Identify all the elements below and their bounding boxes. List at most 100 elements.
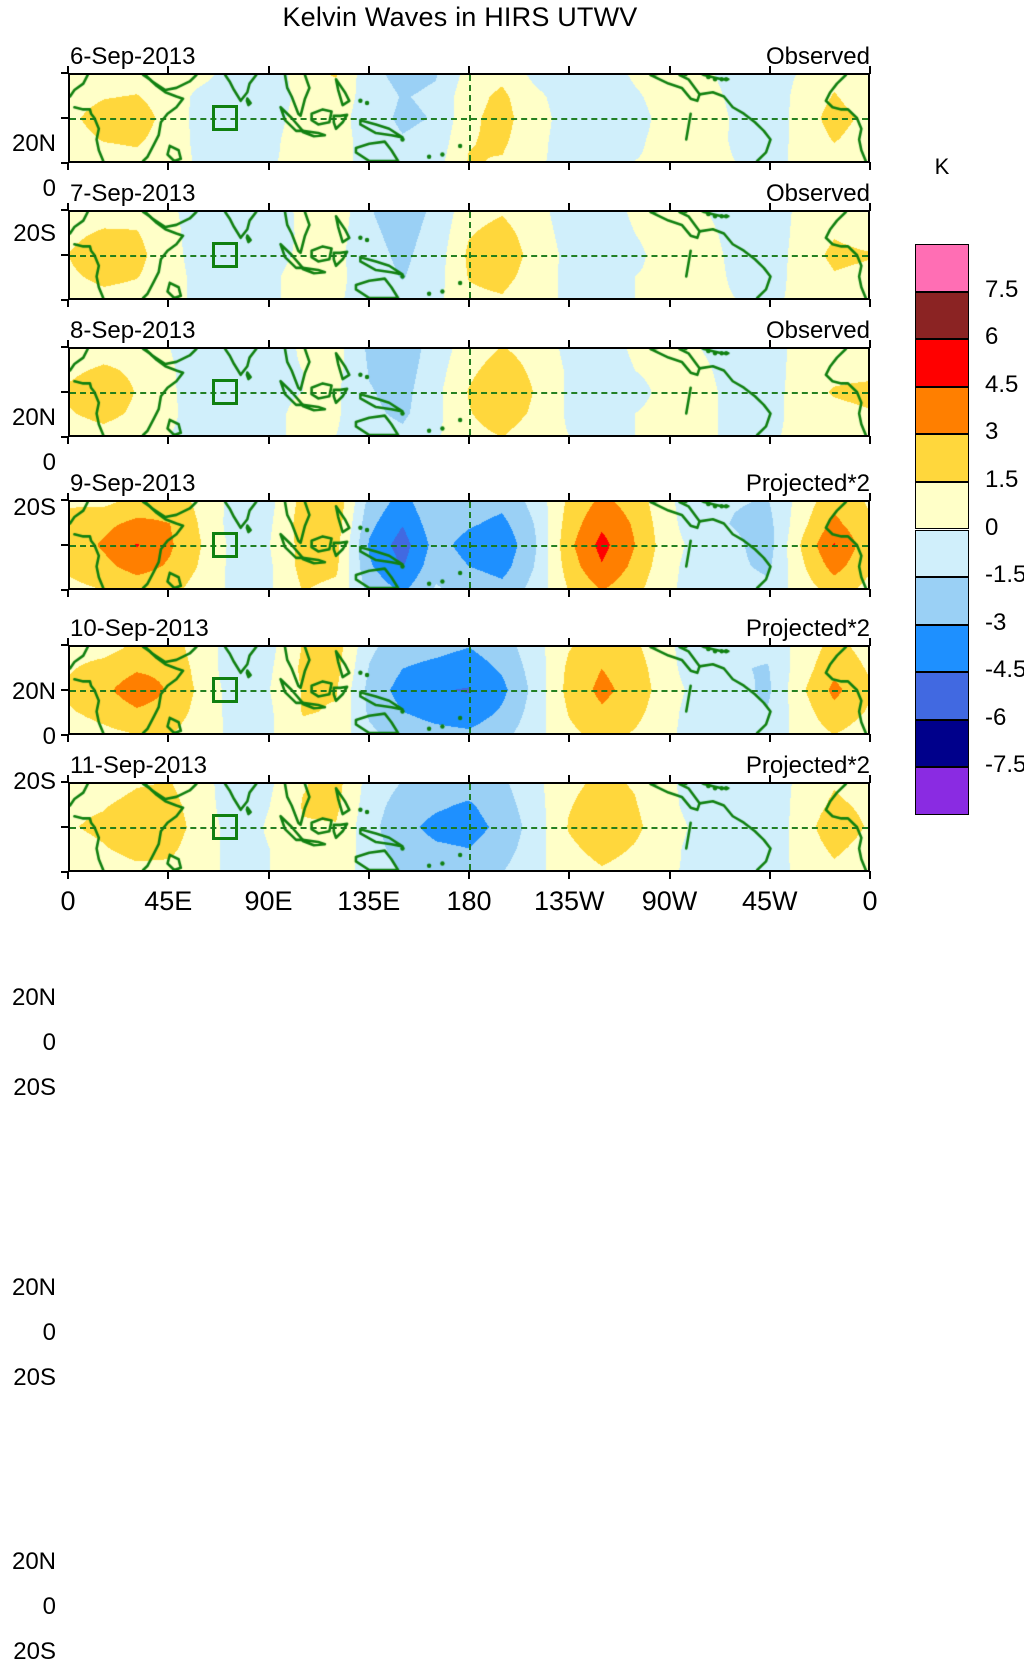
map-panel: 7-Sep-2013 Observed 20N 0 20S <box>12 180 871 521</box>
x-tick <box>367 299 370 307</box>
region-box-marker <box>212 242 239 268</box>
region-box-marker <box>212 814 239 840</box>
y-tick-label: 0 <box>42 1029 56 1056</box>
y-tick-label: 0 <box>42 449 56 476</box>
colorbar-band <box>915 339 969 387</box>
y-tick <box>61 254 69 256</box>
y-tick-label: 20S <box>13 220 56 247</box>
x-tick <box>869 66 871 74</box>
panel-frame <box>68 210 870 300</box>
panel-kind-label: Observed <box>765 317 870 344</box>
x-tick <box>568 493 571 501</box>
x-tick <box>568 871 571 879</box>
y-tick <box>61 72 69 74</box>
x-tick <box>267 66 270 74</box>
x-tick <box>67 871 69 879</box>
colorbar-tick-label: -1.5 <box>985 561 1024 589</box>
x-tick <box>267 436 270 444</box>
x-tick-label: 135E <box>337 886 401 916</box>
y-tick <box>61 299 69 301</box>
x-tick <box>668 638 671 646</box>
panel-frame <box>68 782 870 872</box>
x-tick <box>869 299 871 307</box>
y-tick <box>61 826 69 828</box>
panel-frame <box>68 645 870 735</box>
panel-date-label: 6-Sep-2013 <box>70 43 196 70</box>
y-tick-label: 20S <box>13 494 56 521</box>
x-tick <box>167 589 170 597</box>
y-tick <box>61 734 69 736</box>
colorbar-band <box>915 529 969 578</box>
x-tick <box>468 871 470 879</box>
region-box-marker <box>212 379 239 405</box>
x-tick <box>869 638 871 646</box>
y-tick-label: 20N <box>11 1274 56 1301</box>
x-tick <box>367 775 370 783</box>
x-tick-label: 45W <box>741 886 798 916</box>
y-tick <box>61 117 69 119</box>
x-tick <box>267 493 270 501</box>
x-tick <box>768 734 771 742</box>
colorbar-tick-label: 0 <box>985 513 999 541</box>
x-tick <box>568 436 571 444</box>
x-tick <box>768 589 771 597</box>
x-tick <box>869 162 871 170</box>
x-tick <box>668 203 671 211</box>
x-tick <box>167 734 170 742</box>
x-tick-label: 135W <box>533 886 605 916</box>
x-tick <box>167 299 170 307</box>
y-tick <box>61 436 69 438</box>
y-tick-label: 0 <box>42 1593 56 1620</box>
x-tick-label: 90W <box>641 886 698 916</box>
panel-date-label: 11-Sep-2013 <box>70 752 207 779</box>
x-tick-label: 45E <box>144 886 193 916</box>
x-tick <box>67 203 69 211</box>
x-tick <box>869 775 871 783</box>
x-tick <box>167 162 170 170</box>
x-tick <box>468 775 470 783</box>
x-tick <box>67 493 69 501</box>
x-tick-label: 0 <box>60 886 76 916</box>
x-tick <box>768 340 771 348</box>
dateline-marker <box>469 75 471 161</box>
map-panel: 6-Sep-2013 Observed 20N 0 20S <box>12 43 871 247</box>
y-tick-label: 20N <box>11 404 56 431</box>
map-panel: 11-Sep-2013 Projected*2 20N 0 20S <box>12 752 871 1665</box>
colorbar-band <box>915 624 969 673</box>
colorbar-tick-label: -3 <box>985 608 1007 636</box>
x-tick <box>568 734 571 742</box>
x-tick <box>67 162 69 170</box>
x-tick <box>167 775 170 783</box>
dateline-marker <box>469 349 471 435</box>
y-tick <box>61 589 69 591</box>
x-tick <box>167 638 170 646</box>
x-tick <box>468 203 470 211</box>
x-tick <box>468 66 470 74</box>
colorbar-tick-label: 6 <box>985 323 999 351</box>
x-tick <box>768 436 771 444</box>
x-tick <box>367 162 370 170</box>
x-tick <box>668 871 671 879</box>
x-tick <box>468 493 470 501</box>
panel-kind-label: Observed <box>765 180 870 207</box>
dateline-marker <box>469 502 471 588</box>
colorbar-tick-label: -7.5 <box>985 751 1024 779</box>
panel-date-label: 10-Sep-2013 <box>70 615 209 642</box>
x-tick <box>768 775 771 783</box>
x-tick <box>768 162 771 170</box>
x-tick <box>167 203 170 211</box>
x-tick-label: 0 <box>862 886 878 916</box>
panel-kind-label: Projected*2 <box>745 752 870 779</box>
x-tick <box>768 493 771 501</box>
x-tick <box>167 493 170 501</box>
x-tick <box>668 734 671 742</box>
figure-canvas: Kelvin Waves in HIRS UTWV 6-Sep-2013 Obse… <box>12 2 1024 1665</box>
panel-kind-label: Projected*2 <box>745 615 870 642</box>
x-tick <box>468 162 470 170</box>
region-box-marker <box>212 532 239 558</box>
x-tick <box>367 589 370 597</box>
panel-frame <box>68 73 870 163</box>
x-tick <box>367 734 370 742</box>
colorbar-unit-label: K <box>934 154 950 179</box>
colorbar-tick-label: 4.5 <box>985 370 1019 398</box>
